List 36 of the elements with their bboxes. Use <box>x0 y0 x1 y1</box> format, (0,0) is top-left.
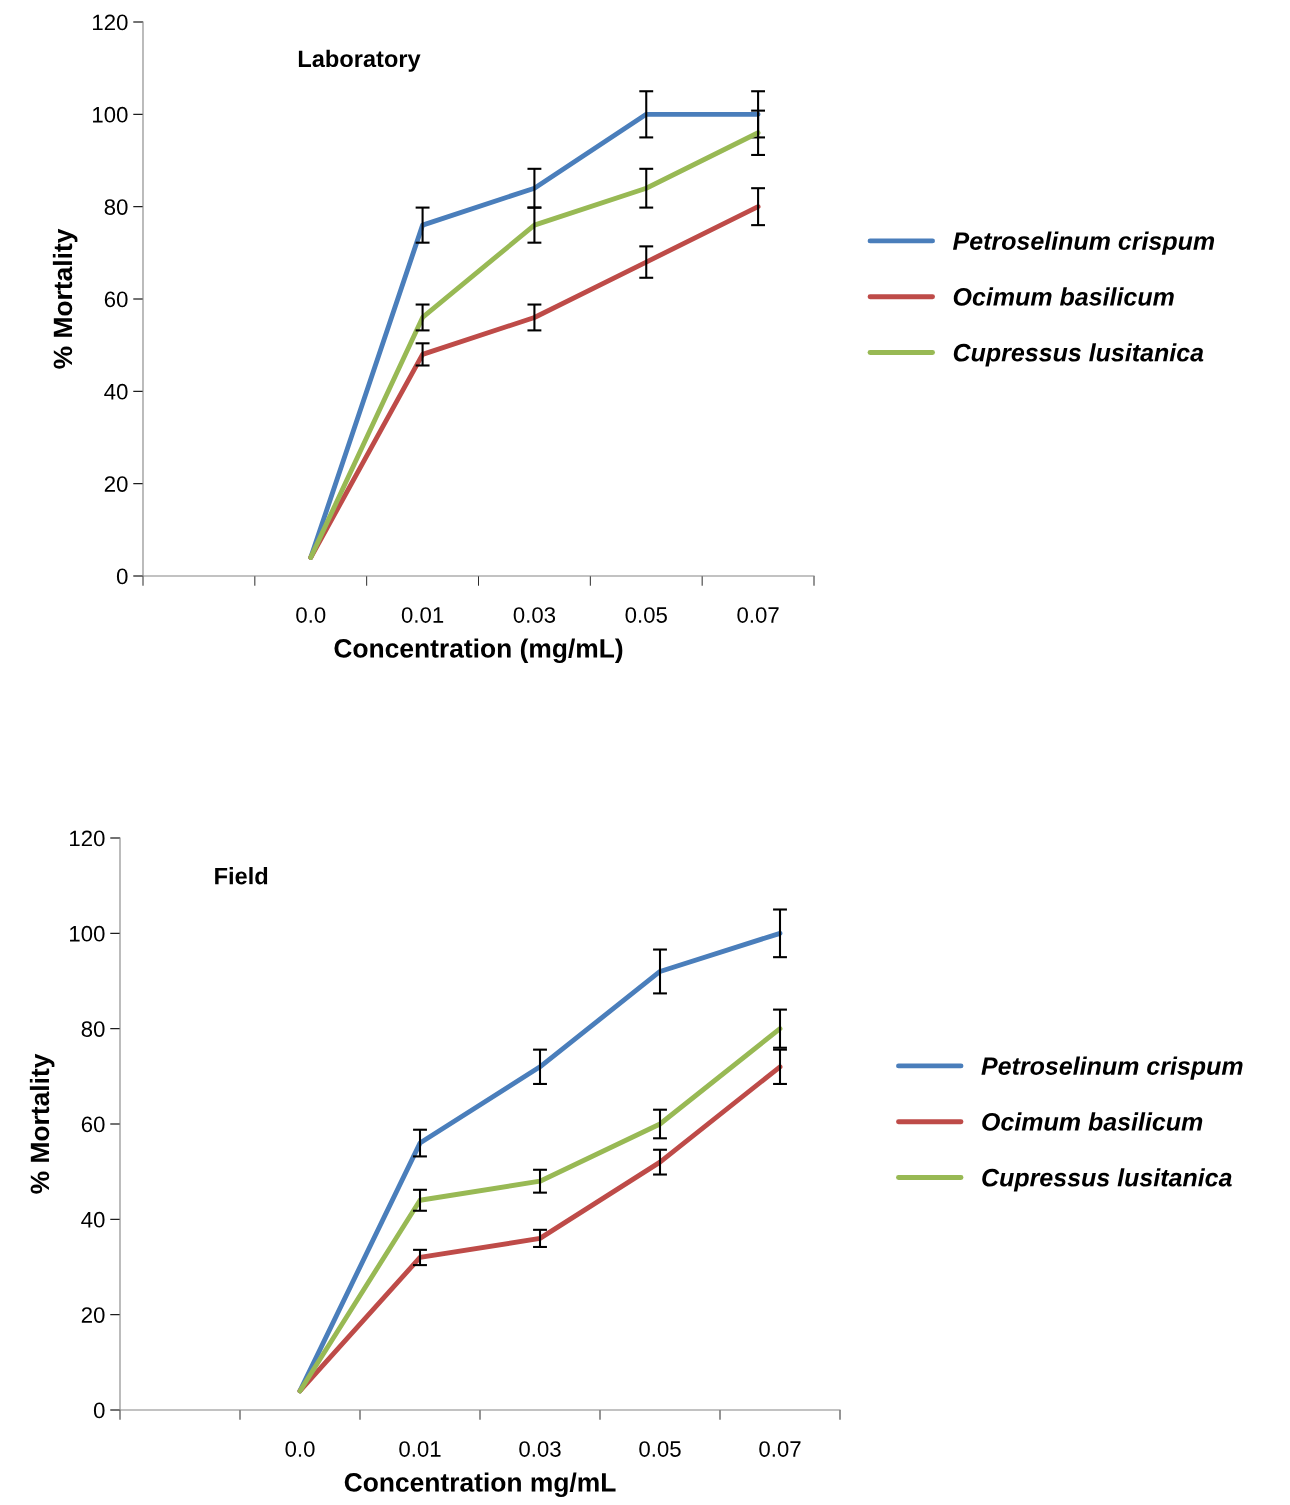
legend-label: Ocimum basilicum <box>953 287 1174 306</box>
legend-label: Petroselinum crispum <box>981 1056 1243 1080</box>
y-tick-label: 100 <box>70 925 105 942</box>
y-tick-label: 0 <box>93 1402 105 1419</box>
annotation: Field <box>215 867 268 885</box>
y-tick-label: 80 <box>104 199 128 215</box>
y-tick-label: 0 <box>116 568 128 585</box>
x-tick-label: 0.07 <box>759 1441 801 1457</box>
y-tick-label: 40 <box>81 1211 105 1228</box>
x-tick-label: 0.0 <box>285 1441 315 1457</box>
x-tick-label: 0.05 <box>639 1441 681 1457</box>
y-tick-label: 60 <box>104 291 128 308</box>
y-axis-title: % Mortality <box>52 228 78 369</box>
x-tick-label: 0.01 <box>399 1441 441 1457</box>
y-tick-label: 40 <box>104 383 128 400</box>
legend-label: Cupressus lusitanica <box>953 343 1204 367</box>
x-tick-label: 0.03 <box>519 1441 561 1457</box>
y-tick-label: 60 <box>81 1116 105 1133</box>
y-tick-label: 100 <box>93 106 128 123</box>
y-tick-label: 120 <box>93 14 128 31</box>
x-tick-label: 0.03 <box>513 607 556 623</box>
x-tick-label: 0.05 <box>625 607 667 623</box>
legend-label: Cupressus lusitanica <box>982 1168 1232 1192</box>
x-tick-label: 0.01 <box>401 607 444 623</box>
legend-label: Petroselinum crispum <box>952 231 1215 255</box>
y-tick-label: 80 <box>81 1021 105 1037</box>
x-tick-label: 0.07 <box>737 607 779 623</box>
x-axis-title: Concentration (mg/mL) <box>334 638 623 664</box>
y-tick-label: 20 <box>81 1307 105 1323</box>
y-tick-label: 120 <box>70 830 105 847</box>
x-tick-label: 0.0 <box>296 607 326 623</box>
annotation: Laboratory <box>298 49 421 72</box>
y-tick-label: 20 <box>104 476 128 492</box>
x-axis-title: Concentration mg/mL <box>344 1472 616 1498</box>
y-axis-title: % Mortality <box>29 1053 55 1194</box>
legend-label: Ocimum basilicum <box>982 1112 1203 1131</box>
